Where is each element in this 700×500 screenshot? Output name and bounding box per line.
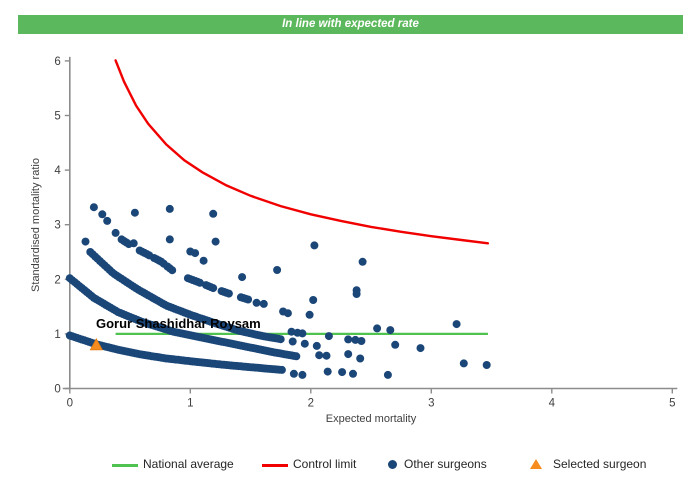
surgeon-point xyxy=(276,335,285,344)
surgeon-point xyxy=(298,370,307,379)
surgeon-point xyxy=(211,237,220,246)
surgeon-point xyxy=(195,278,204,287)
surgeon-point xyxy=(130,208,139,217)
surgeon-point xyxy=(323,367,332,376)
y-tick-label: 6 xyxy=(54,56,60,68)
surgeon-point xyxy=(357,337,366,345)
surgeon-point xyxy=(310,241,319,250)
surgeon-point xyxy=(349,369,357,378)
surgeon-point xyxy=(277,365,286,374)
surgeon-point xyxy=(344,335,353,344)
y-tick-label: 5 xyxy=(54,111,60,123)
surgeon-point xyxy=(289,369,298,378)
selected-surgeon-name-label: Gorur Shashidhar Roysam xyxy=(96,316,261,331)
surgeon-point xyxy=(416,344,425,353)
surgeon-point xyxy=(224,289,233,298)
chart-legend: National average Control limit Other sur… xyxy=(0,456,700,476)
surgeon-point xyxy=(273,266,282,274)
surgeon-point xyxy=(324,332,333,341)
surgeon-point xyxy=(191,249,200,258)
x-tick-label: 1 xyxy=(187,398,193,410)
surgeon-point xyxy=(300,339,309,348)
control-limit-swatch-icon xyxy=(262,464,288,467)
x-tick-label: 5 xyxy=(669,398,675,410)
surgeon-point xyxy=(383,370,392,379)
national-average-swatch-icon xyxy=(112,464,138,467)
surgeon-point xyxy=(338,368,347,377)
surgeon-point xyxy=(103,216,112,225)
surgeon-point xyxy=(459,359,468,368)
x-axis-title: Expected mortality xyxy=(325,413,417,425)
surgeon-point xyxy=(352,290,361,298)
legend-label-national-average: National average xyxy=(143,457,234,471)
x-tick-label: 2 xyxy=(308,398,314,410)
x-tick-label: 0 xyxy=(67,398,73,410)
surgeon-point xyxy=(373,324,382,333)
legend-label-selected-surgeon: Selected surgeon xyxy=(553,457,647,471)
surgeon-point xyxy=(356,354,365,363)
x-tick-label: 3 xyxy=(428,398,434,410)
y-tick-label: 1 xyxy=(54,329,60,341)
surgeon-point xyxy=(283,309,292,318)
other-surgeons-dot-icon xyxy=(388,460,397,469)
surgeon-point xyxy=(238,273,247,282)
surgeon-point xyxy=(165,235,174,244)
surgeon-point xyxy=(287,327,296,336)
surgeon-point xyxy=(98,210,107,219)
y-tick-label: 0 xyxy=(54,384,60,396)
surgeon-point xyxy=(244,295,253,304)
selected-surgeon-marker xyxy=(89,337,103,351)
surgeon-point xyxy=(482,361,491,369)
surgeon-point xyxy=(168,266,177,275)
legend-label-control-limit: Control limit xyxy=(293,457,357,471)
surgeon-point xyxy=(312,341,321,350)
surgeon-point xyxy=(89,203,98,212)
y-tick-label: 4 xyxy=(54,165,61,177)
y-axis-title: Standardised mortality ratio xyxy=(30,158,42,292)
y-tick-label: 3 xyxy=(54,220,60,232)
surgeon-point xyxy=(298,329,307,338)
surgeon-point xyxy=(315,351,324,360)
surgeon-point xyxy=(259,299,268,308)
surgeon-point xyxy=(129,239,138,248)
surgeon-point xyxy=(209,284,218,293)
control-limit-curve xyxy=(114,59,490,245)
surgeon-point xyxy=(305,310,314,319)
surgeon-point xyxy=(391,340,400,349)
surgeon-point xyxy=(344,350,353,359)
surgeon-point xyxy=(288,337,297,346)
surgeon-point xyxy=(386,326,395,335)
surgeon-point xyxy=(292,352,301,361)
surgeon-point xyxy=(252,298,261,307)
legend-label-other-surgeons: Other surgeons xyxy=(404,457,487,471)
x-tick-label: 4 xyxy=(549,398,556,410)
surgeon-point xyxy=(111,228,120,237)
surgeon-point xyxy=(322,351,331,360)
surgeon-point xyxy=(452,320,461,329)
y-tick-label: 2 xyxy=(54,274,60,286)
selected-surgeon-triangle-icon xyxy=(530,459,542,469)
status-banner: In line with expected rate xyxy=(18,15,683,34)
surgeon-point xyxy=(209,209,218,218)
surgeon-point xyxy=(358,257,367,266)
surgeon-point xyxy=(81,237,90,246)
surgeon-point xyxy=(309,296,318,304)
surgeon-point xyxy=(199,256,208,265)
surgeon-point xyxy=(165,204,174,213)
surgeon-point xyxy=(351,335,360,344)
